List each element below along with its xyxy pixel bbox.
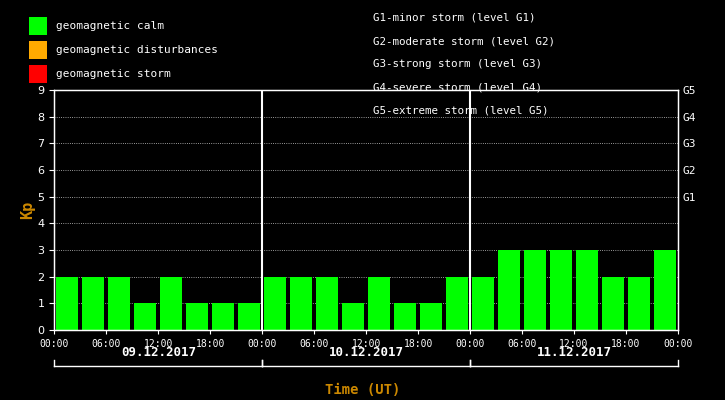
Bar [654, 250, 676, 330]
Bar [342, 303, 364, 330]
Bar [108, 277, 130, 330]
Text: Time (UT): Time (UT) [325, 383, 400, 397]
Bar [498, 250, 520, 330]
Y-axis label: Kp: Kp [20, 201, 35, 219]
Bar [290, 277, 312, 330]
Bar [57, 277, 78, 330]
Bar [134, 303, 157, 330]
Bar [602, 277, 624, 330]
Text: geomagnetic storm: geomagnetic storm [56, 69, 170, 79]
Bar [160, 277, 182, 330]
Bar [472, 277, 494, 330]
Bar [83, 277, 104, 330]
Bar [186, 303, 208, 330]
Bar [316, 277, 338, 330]
Bar [628, 277, 650, 330]
Bar [239, 303, 260, 330]
Text: G1-minor storm (level G1): G1-minor storm (level G1) [373, 13, 536, 23]
Bar [394, 303, 416, 330]
Text: 09.12.2017: 09.12.2017 [121, 346, 196, 358]
Text: G2-moderate storm (level G2): G2-moderate storm (level G2) [373, 36, 555, 46]
Bar [446, 277, 468, 330]
Bar [264, 277, 286, 330]
Bar [550, 250, 572, 330]
Text: G4-severe storm (level G4): G4-severe storm (level G4) [373, 83, 542, 93]
Text: geomagnetic calm: geomagnetic calm [56, 21, 164, 31]
Text: G5-extreme storm (level G5): G5-extreme storm (level G5) [373, 106, 549, 116]
Bar [524, 250, 546, 330]
Bar [212, 303, 234, 330]
Bar [420, 303, 442, 330]
Bar [368, 277, 390, 330]
Text: G3-strong storm (level G3): G3-strong storm (level G3) [373, 60, 542, 70]
Text: geomagnetic disturbances: geomagnetic disturbances [56, 45, 217, 55]
Text: 11.12.2017: 11.12.2017 [536, 346, 611, 358]
Bar [576, 250, 598, 330]
Text: 10.12.2017: 10.12.2017 [328, 346, 404, 358]
